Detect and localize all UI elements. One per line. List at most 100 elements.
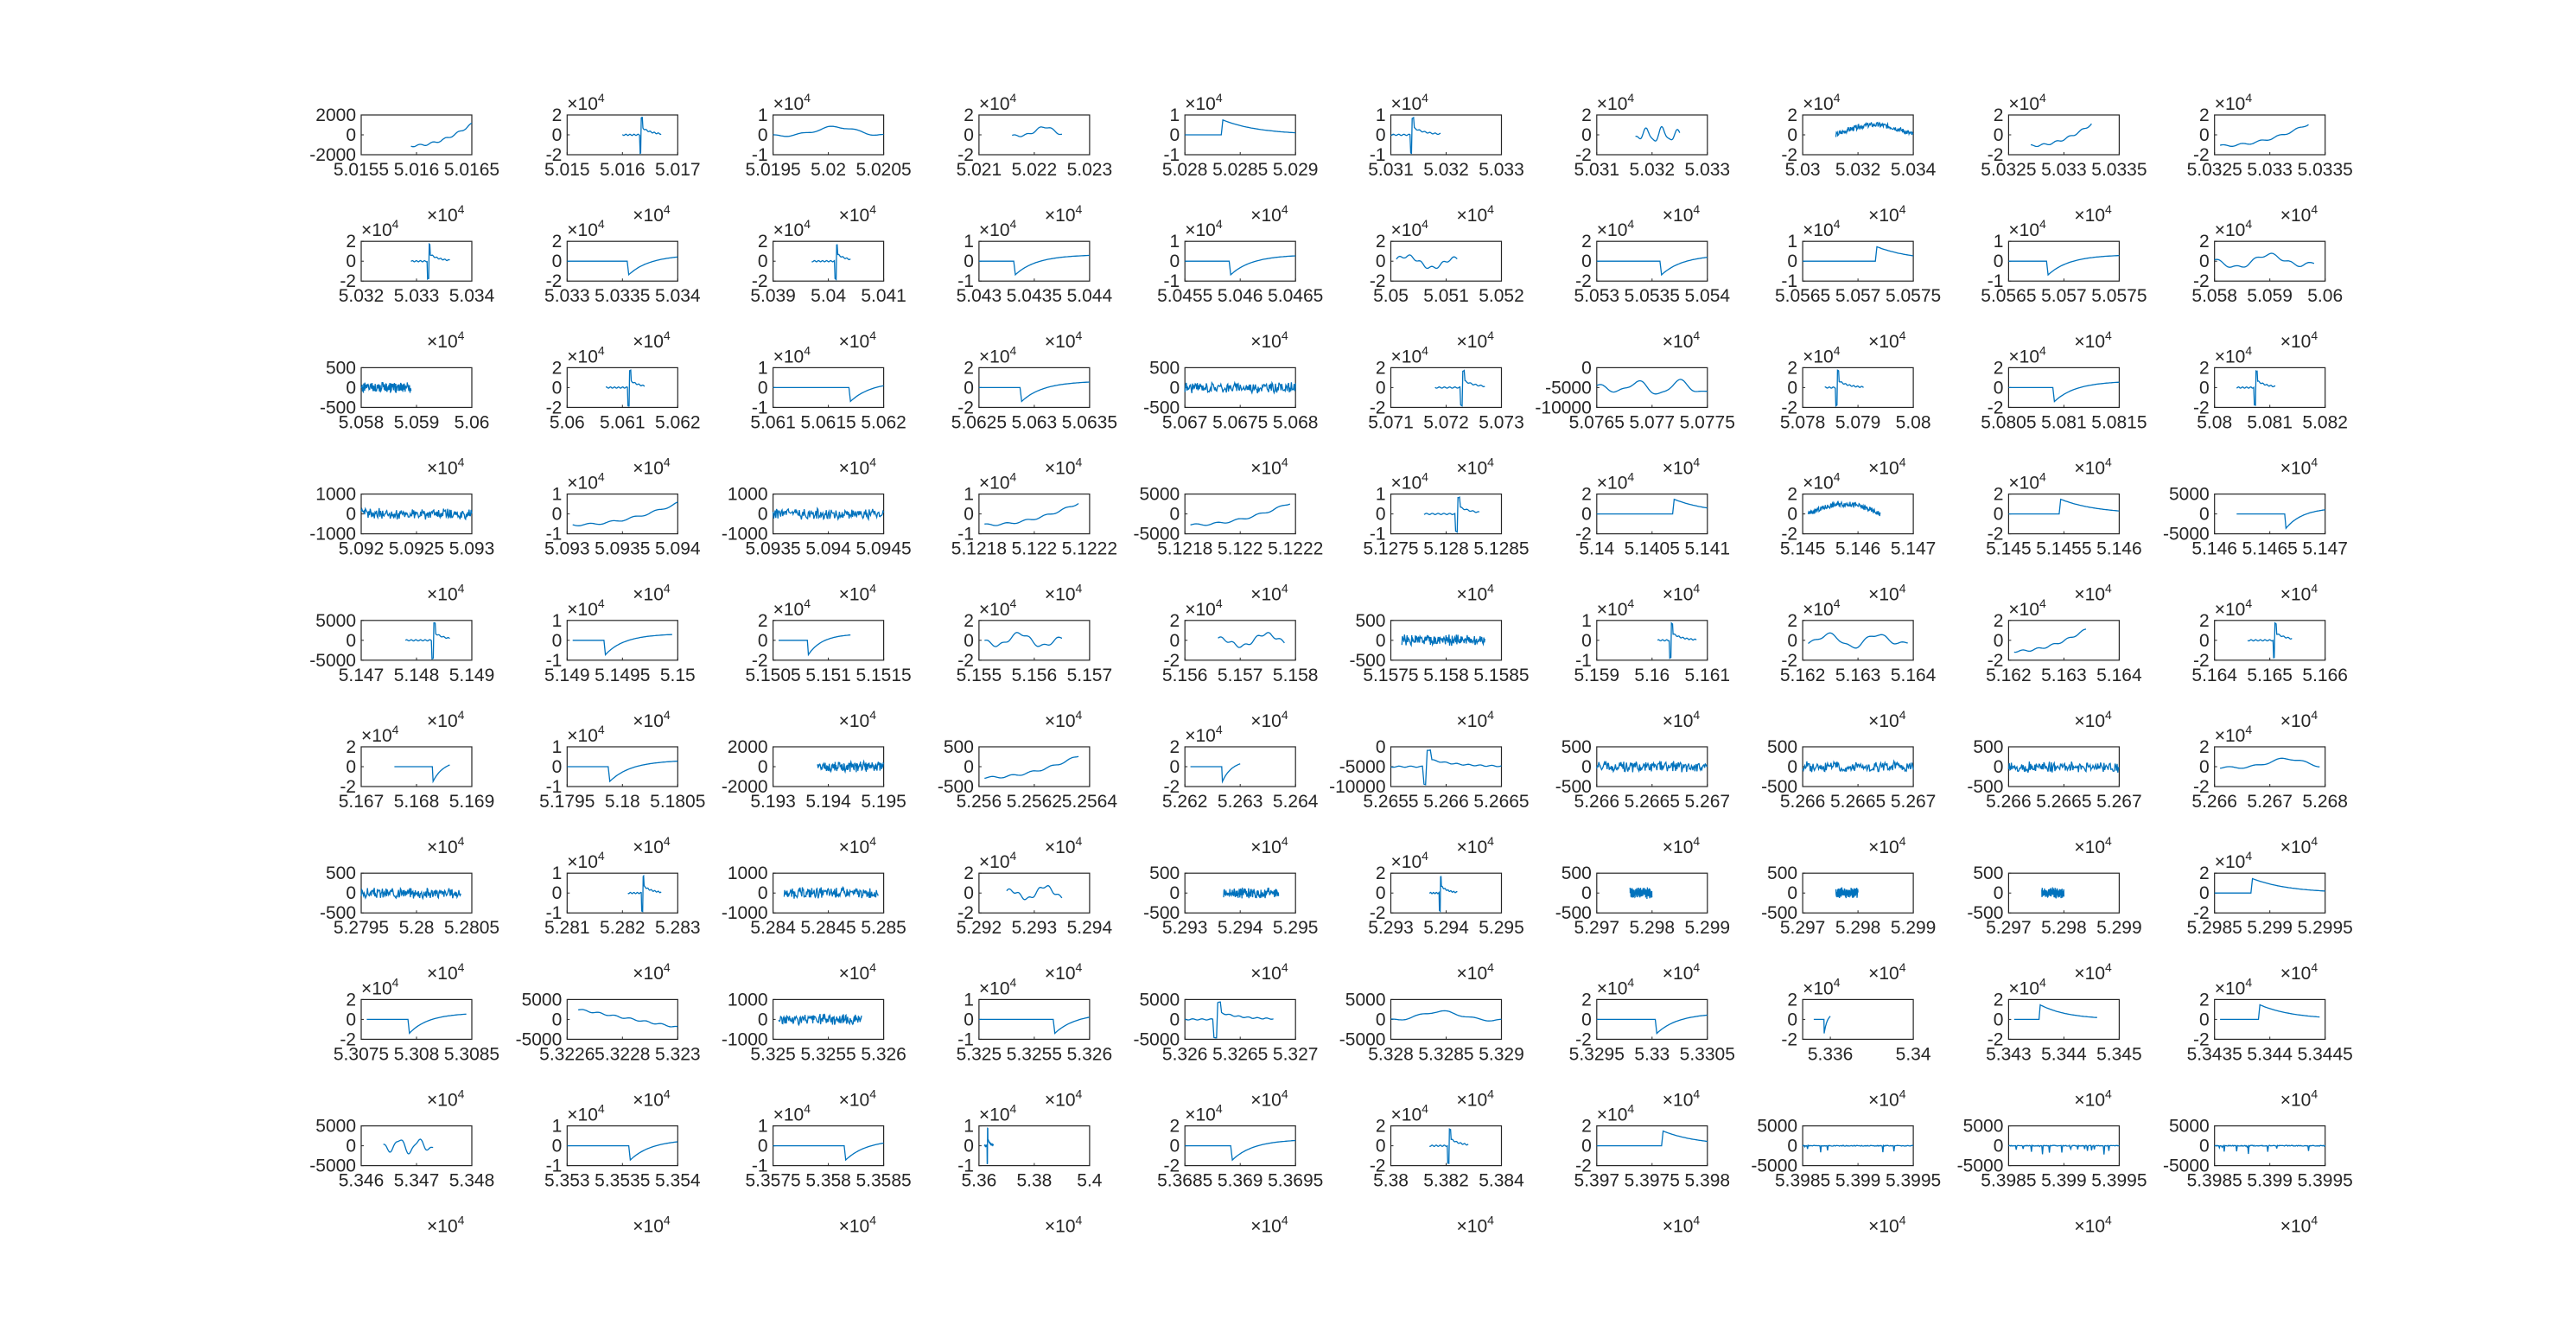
y-exponent-label: ×104 <box>2008 470 2046 494</box>
signal-line <box>2219 757 2320 769</box>
signal-line <box>1596 257 1708 277</box>
y-tick-label: -2 <box>1988 1029 2004 1049</box>
x-tick-label: 5.08 <box>2197 412 2232 432</box>
x-exponent-label: ×104 <box>1457 202 1495 226</box>
subplot-1-4: 20-2 ×104 5.021 5.022 5.023 ×104 <box>957 91 1113 226</box>
y-tick-label: -500 <box>938 777 974 797</box>
y-tick-label: 0 <box>552 631 563 651</box>
x-tick-label: 5.358 <box>805 1171 851 1191</box>
y-tick-label: -5000 <box>2163 1156 2210 1176</box>
y-exponent-label: ×104 <box>979 975 1017 998</box>
y-tick-label: -2 <box>2193 271 2210 291</box>
y-tick-label: 2 <box>1581 105 1592 125</box>
y-tick-label: -2 <box>2193 398 2210 417</box>
x-exponent-label: ×104 <box>1457 834 1495 857</box>
y-tick-label: 0 <box>1170 505 1180 525</box>
x-tick-label: 5.267 <box>2247 792 2293 812</box>
y-tick-label: 2 <box>346 737 356 757</box>
signal-line <box>621 117 662 155</box>
y-tick-label: 500 <box>1355 611 1385 631</box>
x-tick-label: 5.141 <box>1685 539 1731 559</box>
y-tick-label: 0 <box>964 505 974 525</box>
y-tick-label: 0 <box>2199 378 2210 398</box>
x-tick-label: 5.033 <box>1685 160 1731 180</box>
x-tick-label: 5.0335 <box>2091 160 2147 180</box>
x-tick-label: 5.071 <box>1368 412 1414 432</box>
x-tick-label: 5.2665 <box>2036 792 2091 812</box>
y-tick-label: -1 <box>546 1156 563 1176</box>
signal-line <box>1635 125 1681 142</box>
y-tick-label: 1 <box>552 863 563 883</box>
x-exponent-label: ×104 <box>633 455 671 478</box>
x-tick-label: 5.28 <box>399 918 435 938</box>
y-tick-label: 0 <box>1787 1137 1797 1156</box>
y-tick-label: 0 <box>1170 883 1180 903</box>
signal-line <box>2041 887 2065 899</box>
x-exponent-label: ×104 <box>1868 1214 1906 1237</box>
y-tick-label: 1 <box>758 358 768 378</box>
subplot-8-8: 20-2 ×104 5.336 5.34 ×104 <box>1781 975 1930 1110</box>
x-tick-label: 5.0815 <box>2091 412 2147 432</box>
y-exponent-label: ×104 <box>2215 596 2253 620</box>
x-exponent-label: ×104 <box>1663 1086 1701 1110</box>
x-tick-label: 5.0925 <box>389 539 444 559</box>
x-tick-label: 5.1465 <box>2242 539 2298 559</box>
x-tick-label: 5.294 <box>1423 918 1469 938</box>
y-tick-label: 0 <box>1170 1010 1180 1029</box>
y-tick-label: 0 <box>346 883 356 903</box>
y-tick-label: -1000 <box>722 903 768 923</box>
y-exponent-label: ×104 <box>2215 849 2253 872</box>
y-exponent-label: ×104 <box>1185 91 1223 114</box>
y-tick-label: 2 <box>1581 232 1592 252</box>
x-tick-label: 5.3228 <box>595 1044 650 1064</box>
signal-line <box>366 1013 467 1035</box>
x-tick-label: 5.046 <box>1218 286 1263 306</box>
x-tick-label: 5.023 <box>1067 160 1113 180</box>
y-exponent-label: ×104 <box>567 343 605 366</box>
x-tick-label: 5.38 <box>1016 1171 1052 1191</box>
subplot-4-9: 20-2 ×104 5.145 5.1455 5.146 ×104 <box>1986 470 2142 605</box>
y-exponent-label: ×104 <box>1803 975 1841 998</box>
x-tick-label: 5.094 <box>805 539 851 559</box>
x-exponent-label: ×104 <box>1868 328 1906 352</box>
y-tick-label: -2 <box>1781 651 1797 671</box>
y-exponent-label: ×104 <box>1803 470 1841 494</box>
x-tick-label: 5.384 <box>1479 1171 1524 1191</box>
y-exponent-label: ×104 <box>1597 1102 1635 1125</box>
signal-line <box>978 1016 1091 1035</box>
subplot-4-6: 10-1 ×104 5.1275 5.128 5.1285 ×104 <box>1363 470 1529 605</box>
subplot-6-5: 20-2 ×104 5.262 5.263 5.264 ×104 <box>1162 723 1319 857</box>
signal-line <box>778 1013 862 1027</box>
x-tick-label: 5.147 <box>2302 539 2348 559</box>
x-tick-label: 5.3255 <box>800 1044 855 1064</box>
x-tick-label: 5.032 <box>1630 160 1676 180</box>
y-tick-label: 1000 <box>728 990 768 1010</box>
x-tick-label: 5.068 <box>1273 412 1319 432</box>
x-tick-label: 5.3085 <box>444 1044 499 1064</box>
x-tick-label: 5.0675 <box>1212 412 1268 432</box>
x-exponent-label: ×104 <box>1250 834 1288 857</box>
x-tick-label: 5.3995 <box>1886 1171 1941 1191</box>
x-tick-label: 5.03 <box>1785 160 1821 180</box>
y-tick-label: 2 <box>346 990 356 1010</box>
x-tick-label: 5.3295 <box>1569 1044 1625 1064</box>
x-exponent-label: ×104 <box>633 202 671 226</box>
y-exponent-label: ×104 <box>1185 1102 1223 1125</box>
y-tick-label: -1 <box>1575 651 1592 671</box>
y-tick-label: 2 <box>1787 105 1797 125</box>
y-tick-label: 0 <box>1376 252 1386 271</box>
y-tick-label: 2 <box>1376 1117 1386 1137</box>
x-tick-label: 5.343 <box>1986 1044 2032 1064</box>
y-tick-label: 1 <box>964 232 974 252</box>
x-tick-label: 5.354 <box>655 1171 701 1191</box>
x-tick-label: 5.0565 <box>1775 286 1830 306</box>
x-tick-label: 5.043 <box>957 286 1002 306</box>
y-tick-label: -500 <box>1143 398 1180 417</box>
x-exponent-label: ×104 <box>427 960 465 984</box>
signal-line <box>978 381 1090 403</box>
